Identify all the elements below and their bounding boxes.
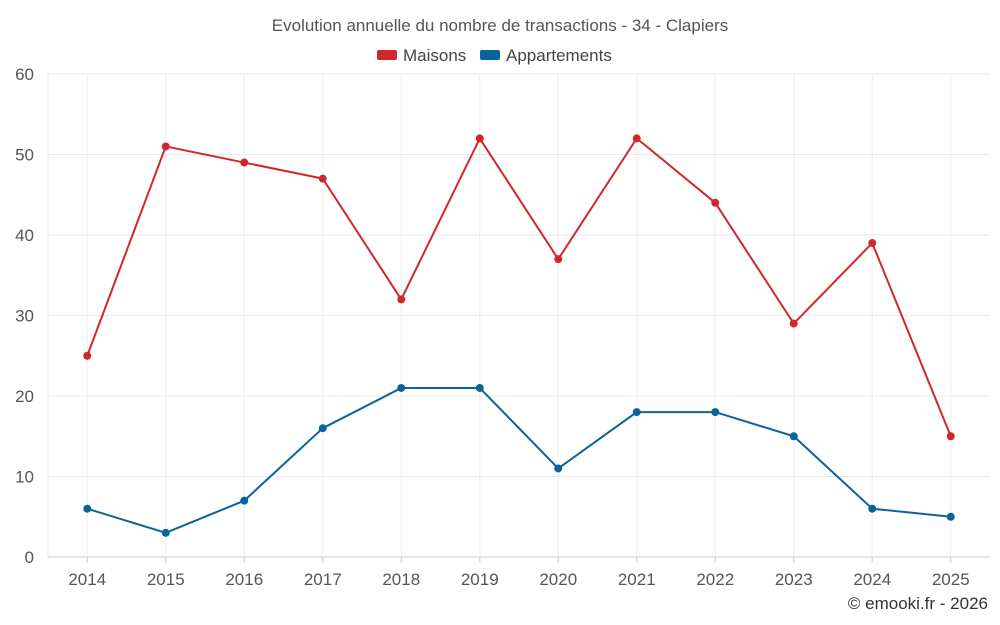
y-tick-label: 20 <box>15 387 34 406</box>
grid <box>47 73 990 558</box>
y-tick-label: 40 <box>15 226 34 245</box>
x-tick-label: 2016 <box>225 570 263 589</box>
series-layer <box>83 134 955 537</box>
x-tick-label: 2022 <box>696 570 734 589</box>
data-point-appartements[interactable] <box>946 512 955 521</box>
x-tick-label: 2017 <box>304 570 342 589</box>
data-point-appartements[interactable] <box>318 424 327 433</box>
legend-item-maisons[interactable]: Maisons <box>377 46 466 65</box>
data-point-appartements[interactable] <box>161 528 170 537</box>
y-tick-label: 50 <box>15 146 34 165</box>
x-tick-label: 2015 <box>147 570 185 589</box>
data-point-maisons[interactable] <box>475 134 484 143</box>
data-point-maisons[interactable] <box>83 351 92 360</box>
series-line-appartements <box>86 386 951 534</box>
data-point-maisons[interactable] <box>397 295 406 304</box>
y-axis: 0 10 20 30 40 50 60 <box>15 65 34 567</box>
x-tick-label: 2023 <box>775 570 813 589</box>
y-tick-label: 10 <box>15 468 34 487</box>
data-point-appartements[interactable] <box>632 408 641 417</box>
data-point-maisons[interactable] <box>161 142 170 151</box>
series-line-maisons <box>86 137 952 437</box>
x-tick-label: 2014 <box>68 570 106 589</box>
data-point-appartements[interactable] <box>789 432 798 441</box>
data-point-maisons[interactable] <box>318 174 327 183</box>
y-tick-label: 0 <box>25 548 34 567</box>
x-axis: 2014 2015 2016 2017 2018 2019 2020 2021 2022 2023… <box>68 557 970 589</box>
data-point-maisons[interactable] <box>789 319 798 328</box>
legend-swatch-maisons <box>377 50 397 60</box>
data-point-maisons[interactable] <box>240 158 249 167</box>
data-point-appartements[interactable] <box>475 383 484 392</box>
x-tick-label: 2019 <box>461 570 499 589</box>
data-point-appartements[interactable] <box>711 408 720 417</box>
data-point-maisons[interactable] <box>946 432 955 441</box>
y-tick-label: 60 <box>15 65 34 84</box>
data-point-maisons[interactable] <box>632 134 641 143</box>
data-point-appartements[interactable] <box>868 504 877 513</box>
legend-label-appartements: Appartements <box>506 46 612 65</box>
data-point-appartements[interactable] <box>240 496 249 505</box>
x-tick-label: 2021 <box>618 570 656 589</box>
legend: Maisons Appartements <box>377 46 612 65</box>
x-tick-label: 2024 <box>853 570 891 589</box>
x-tick-label: 2025 <box>932 570 970 589</box>
legend-label-maisons: Maisons <box>403 46 466 65</box>
x-tick-label: 2020 <box>539 570 577 589</box>
credit-text: © emooki.fr - 2026 <box>848 594 988 613</box>
chart-title: Evolution annuelle du nombre de transact… <box>272 16 728 35</box>
y-tick-label: 30 <box>15 307 34 326</box>
data-point-maisons[interactable] <box>711 198 720 207</box>
legend-swatch-appartements <box>480 50 500 60</box>
x-tick-label: 2018 <box>382 570 420 589</box>
data-point-appartements[interactable] <box>554 464 563 473</box>
data-point-appartements[interactable] <box>83 504 92 513</box>
legend-item-appartements[interactable]: Appartements <box>480 46 612 65</box>
data-point-maisons[interactable] <box>554 255 563 264</box>
data-point-appartements[interactable] <box>397 383 406 392</box>
data-point-maisons[interactable] <box>868 239 877 248</box>
